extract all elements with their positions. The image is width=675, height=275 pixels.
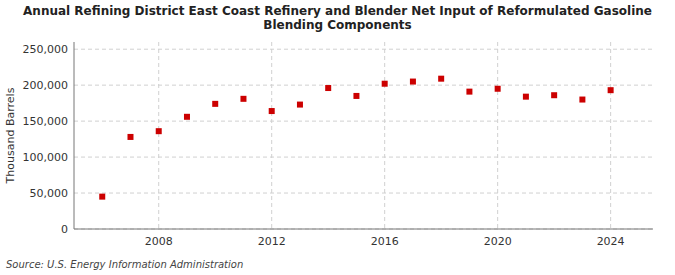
x-tick-label: 2008: [145, 235, 173, 248]
y-axis-line: [74, 42, 75, 229]
x-tick-label: 2012: [258, 235, 286, 248]
point: [325, 85, 331, 91]
x-grid-line: [497, 42, 498, 229]
y-grid-line: [74, 157, 653, 158]
tick-labels: 0 50,000 100,000 150,000 200,000 250,000 2008 2…: [23, 43, 625, 248]
point: [466, 89, 472, 95]
y-tick-label: 150,000: [23, 115, 69, 128]
point: [269, 108, 275, 114]
y-grid-line: [74, 49, 653, 50]
y-axis-label: Thousand Barrels: [4, 87, 17, 184]
point: [579, 97, 585, 103]
y-grid-line: [74, 193, 653, 194]
y-grid-line: [74, 121, 653, 122]
point: [240, 96, 246, 102]
x-axis-line: [74, 229, 653, 230]
point: [523, 94, 529, 100]
y-tick-label: 250,000: [23, 43, 69, 56]
source: Source: U.S. Energy Information Administ…: [6, 259, 243, 270]
x-tick-label: 2016: [371, 235, 399, 248]
point: [184, 114, 190, 120]
y-tick-label: 50,000: [30, 187, 69, 200]
y-grid-line: [74, 85, 653, 86]
points: [99, 76, 613, 200]
title-line: Blending Components: [263, 18, 411, 32]
grid: [74, 42, 653, 229]
title-line: Annual Refining District East Coast Refi…: [23, 4, 652, 18]
point: [495, 86, 501, 92]
point: [551, 92, 557, 98]
y-tick-label: 0: [61, 223, 68, 236]
x-grid-line: [384, 42, 385, 229]
point: [297, 102, 303, 108]
point: [127, 134, 133, 140]
chart: Annual Refining District East Coast Refi…: [0, 0, 675, 275]
x-grid-line: [158, 42, 159, 229]
point: [410, 79, 416, 85]
point: [353, 93, 359, 99]
y-grid-line: [74, 229, 653, 230]
point: [156, 128, 162, 134]
point: [608, 87, 614, 93]
y-tick-label: 200,000: [23, 79, 69, 92]
point: [438, 76, 444, 82]
y-tick-label: 100,000: [23, 151, 69, 164]
x-tick-label: 2020: [484, 235, 512, 248]
point: [99, 194, 105, 200]
x-grid-line: [610, 42, 611, 229]
x-grid-line: [271, 42, 272, 229]
title: Annual Refining District East Coast Refi…: [23, 4, 652, 32]
point: [212, 101, 218, 107]
point: [382, 81, 388, 87]
x-tick-label: 2024: [597, 235, 625, 248]
